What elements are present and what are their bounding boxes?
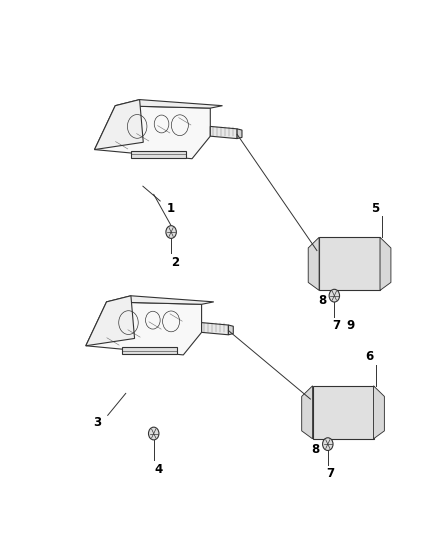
Polygon shape <box>106 296 214 304</box>
Circle shape <box>148 427 159 440</box>
Text: 5: 5 <box>371 201 380 215</box>
Polygon shape <box>86 302 201 355</box>
Polygon shape <box>308 237 319 290</box>
Polygon shape <box>201 322 228 335</box>
Text: 9: 9 <box>347 319 355 332</box>
Text: 8: 8 <box>311 443 320 456</box>
Text: 2: 2 <box>171 256 180 269</box>
Text: 1: 1 <box>167 201 175 215</box>
Circle shape <box>329 289 339 302</box>
Circle shape <box>166 225 177 238</box>
Polygon shape <box>131 151 186 158</box>
Polygon shape <box>319 237 380 290</box>
Polygon shape <box>237 129 242 139</box>
Text: 8: 8 <box>318 294 326 308</box>
Polygon shape <box>302 386 313 439</box>
Text: 4: 4 <box>154 463 162 476</box>
Polygon shape <box>374 386 385 439</box>
Polygon shape <box>380 237 391 290</box>
Polygon shape <box>86 296 134 346</box>
Text: 7: 7 <box>326 467 334 480</box>
Polygon shape <box>95 106 210 159</box>
Polygon shape <box>95 100 143 150</box>
Polygon shape <box>122 347 177 354</box>
Text: 3: 3 <box>93 416 101 430</box>
Polygon shape <box>228 325 233 335</box>
Text: 6: 6 <box>365 350 373 363</box>
Text: 7: 7 <box>332 319 341 332</box>
Polygon shape <box>115 100 223 108</box>
Polygon shape <box>313 386 374 439</box>
Polygon shape <box>210 126 237 139</box>
Circle shape <box>322 438 333 450</box>
